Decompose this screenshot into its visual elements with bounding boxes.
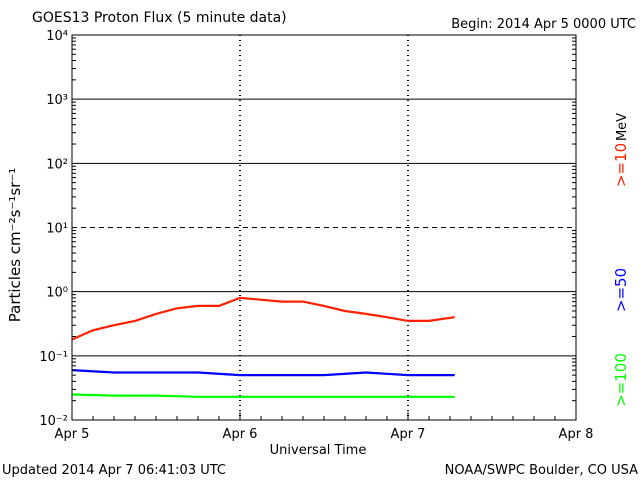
x-axis-label: Universal Time [270, 443, 367, 458]
grid [72, 35, 576, 420]
legend-entry-3: >=100 [612, 353, 630, 407]
legend-entry-2: >=50 [612, 268, 630, 312]
legend: >=10 >=50 >=100 MeV [612, 113, 630, 407]
legend-entry-1: >=10 [612, 143, 630, 187]
y-tick-label: 10⁴ [46, 29, 68, 44]
x-tick-label: Apr 5 [55, 427, 90, 442]
y-axis-label: Particles cm⁻²s⁻¹sr⁻¹ [6, 168, 24, 322]
y-tick-label: 10⁰ [46, 286, 68, 301]
series-line-2 [71, 369, 455, 377]
x-axis: Apr 5 Apr 6 Apr 7 Apr 8 [55, 412, 594, 442]
begin-date: Begin: 2014 Apr 5 0000 UTC [451, 17, 636, 32]
x-tick-label: Apr 8 [559, 427, 594, 442]
series-line-3 [71, 393, 455, 398]
legend-units: MeV [615, 113, 630, 141]
x-tick-label: Apr 6 [223, 427, 258, 442]
chart-title: GOES13 Proton Flux (5 minute data) [32, 10, 287, 26]
y-tick-label: 10³ [46, 93, 68, 108]
y-tick-label: 10¹ [46, 222, 68, 237]
updated-timestamp: Updated 2014 Apr 7 06:41:03 UTC [2, 463, 226, 478]
source-credit: NOAA/SWPC Boulder, CO USA [445, 463, 638, 478]
y-tick-label: 10⁻² [39, 414, 68, 429]
y-tick-label: 10⁻¹ [39, 350, 68, 365]
series-line-1 [71, 296, 455, 341]
series-group [71, 296, 455, 398]
y-axis: 10⁻² 10⁻¹ 10⁰ 10¹ 10² 10³ 10⁴ [39, 29, 576, 429]
y-tick-label: 10² [46, 157, 68, 172]
x-tick-label: Apr 7 [391, 427, 426, 442]
